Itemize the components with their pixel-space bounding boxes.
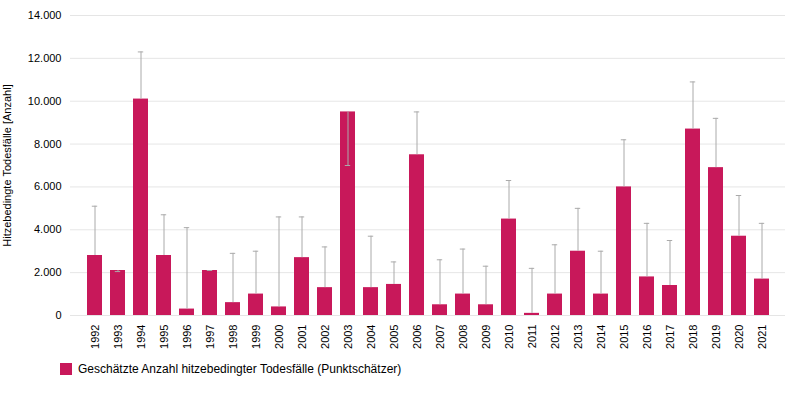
svg-text:2009: 2009 bbox=[480, 325, 492, 349]
svg-text:2018: 2018 bbox=[687, 325, 699, 349]
svg-text:2017: 2017 bbox=[664, 325, 676, 349]
svg-text:2006: 2006 bbox=[411, 325, 423, 349]
svg-text:12.000: 12.000 bbox=[28, 52, 62, 64]
svg-text:1993: 1993 bbox=[112, 325, 124, 349]
svg-text:1996: 1996 bbox=[181, 325, 193, 349]
svg-text:10.000: 10.000 bbox=[28, 95, 62, 107]
svg-text:8.000: 8.000 bbox=[34, 138, 62, 150]
svg-text:4.000: 4.000 bbox=[34, 223, 62, 235]
svg-text:Hitzebedingte Todesfälle [Anza: Hitzebedingte Todesfälle [Anzahl] bbox=[1, 84, 13, 246]
svg-text:2016: 2016 bbox=[641, 325, 653, 349]
svg-text:2019: 2019 bbox=[710, 325, 722, 349]
svg-text:2002: 2002 bbox=[319, 325, 331, 349]
svg-text:2012: 2012 bbox=[549, 325, 561, 349]
svg-text:2003: 2003 bbox=[342, 325, 354, 349]
svg-text:2.000: 2.000 bbox=[34, 266, 62, 278]
svg-text:1995: 1995 bbox=[158, 325, 170, 349]
svg-text:1998: 1998 bbox=[227, 325, 239, 349]
svg-text:2001: 2001 bbox=[296, 325, 308, 349]
svg-text:2021: 2021 bbox=[756, 325, 768, 349]
html-text:Geschätzte Anzahl hitzebedingt: Geschätzte Anzahl hitzebedingter Todesfä… bbox=[78, 362, 402, 376]
svg-text:2004: 2004 bbox=[365, 325, 377, 349]
svg-text:1997: 1997 bbox=[204, 325, 216, 349]
svg-text:2008: 2008 bbox=[457, 325, 469, 349]
svg-text:2020: 2020 bbox=[733, 325, 745, 349]
svg-text:1992: 1992 bbox=[89, 325, 101, 349]
svg-text:6.000: 6.000 bbox=[34, 180, 62, 192]
svg-text:1994: 1994 bbox=[135, 325, 147, 349]
svg-text:2010: 2010 bbox=[503, 325, 515, 349]
svg-text:2013: 2013 bbox=[572, 325, 584, 349]
svg-text:2014: 2014 bbox=[595, 325, 607, 349]
svg-text:2007: 2007 bbox=[434, 325, 446, 349]
svg-text:2011: 2011 bbox=[526, 325, 538, 349]
svg-text:1999: 1999 bbox=[250, 325, 262, 349]
svg-text:0: 0 bbox=[55, 309, 61, 321]
svg-text:2015: 2015 bbox=[618, 325, 630, 349]
svg-text:2000: 2000 bbox=[273, 325, 285, 349]
svg-text:2005: 2005 bbox=[388, 325, 400, 349]
svg-text:14.000: 14.000 bbox=[28, 9, 62, 21]
